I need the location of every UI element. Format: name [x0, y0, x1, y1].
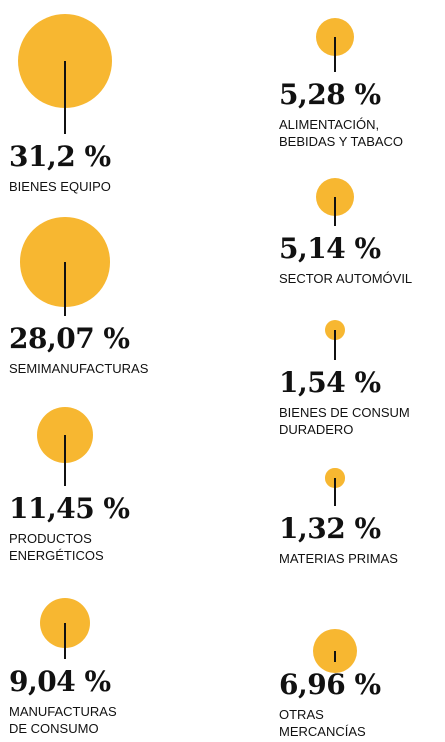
- category-label: ALIMENTACIÓN, BEBIDAS Y TABACO: [279, 117, 404, 149]
- connector-line: [334, 478, 336, 506]
- category-label: BIENES EQUIPO: [9, 179, 111, 194]
- value-label: 6,96 %: [279, 668, 381, 701]
- category-label: SECTOR AUTOMÓVIL: [279, 271, 413, 286]
- category-label: OTRAS MERCANCÍAS: [279, 707, 366, 739]
- connector-line: [334, 37, 336, 72]
- connector-line: [334, 651, 336, 662]
- value-label: 1,54 %: [279, 366, 381, 399]
- value-label: 28,07 %: [9, 322, 130, 355]
- connector-line: [334, 330, 336, 360]
- value-label: 5,28 %: [279, 78, 381, 111]
- connector-line: [64, 435, 66, 486]
- value-label: 1,32 %: [279, 512, 381, 545]
- value-label: 5,14 %: [279, 232, 381, 265]
- value-label: 9,04 %: [9, 665, 111, 698]
- category-label: SEMIMANUFACTURAS: [9, 361, 149, 376]
- category-label: BIENES DE CONSUM DURADERO: [279, 405, 410, 437]
- category-label: MANUFACTURAS DE CONSUMO: [9, 704, 117, 736]
- connector-line: [64, 262, 66, 316]
- connector-line: [334, 197, 336, 226]
- category-label: MATERIAS PRIMAS: [279, 551, 398, 566]
- bubble: [325, 468, 345, 488]
- connector-line: [64, 623, 66, 659]
- category-label: PRODUCTOS ENERGÉTICOS: [9, 531, 104, 563]
- connector-line: [64, 61, 66, 134]
- value-label: 11,45 %: [9, 492, 130, 525]
- value-label: 31,2 %: [9, 140, 111, 173]
- bubble: [312, 628, 358, 674]
- bubble: [324, 319, 346, 341]
